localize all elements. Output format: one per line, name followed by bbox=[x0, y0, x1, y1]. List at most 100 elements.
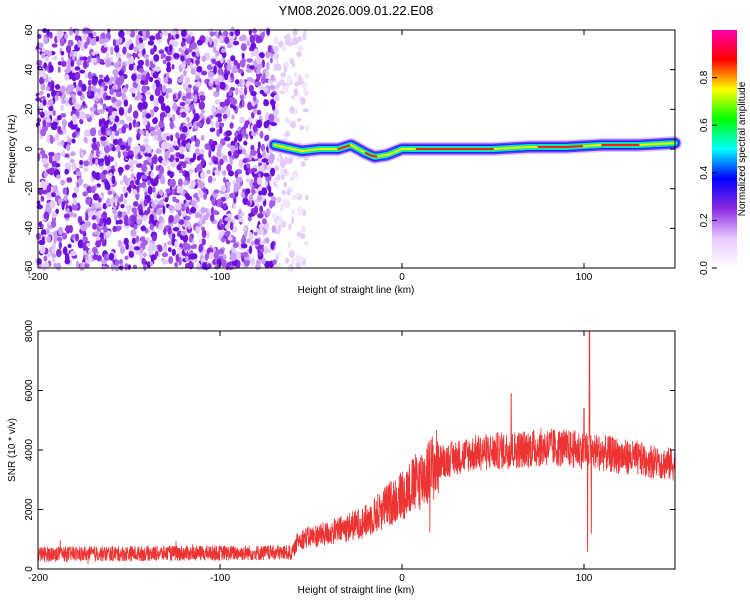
noise-blob bbox=[129, 29, 136, 38]
noise-blob bbox=[64, 258, 71, 265]
noise-blob bbox=[225, 130, 232, 137]
noise-blob bbox=[194, 143, 200, 148]
snr-x-ticks: -200 -100 0 100 bbox=[28, 331, 593, 584]
noise-blob bbox=[115, 39, 120, 47]
noise-blob bbox=[84, 113, 91, 119]
noise-blob bbox=[149, 61, 154, 69]
noise-blob bbox=[141, 174, 148, 180]
noise-blob bbox=[254, 81, 262, 87]
noise-blob bbox=[256, 119, 262, 129]
noise-blob bbox=[165, 92, 169, 100]
noise-blob bbox=[252, 108, 258, 114]
colorbar-gradient bbox=[712, 30, 737, 268]
noise-blob bbox=[232, 236, 237, 244]
noise-blob bbox=[155, 32, 161, 40]
noise-blob bbox=[269, 153, 276, 161]
noise-blob bbox=[115, 91, 123, 98]
noise-blob bbox=[258, 224, 264, 229]
noise-blob bbox=[231, 114, 235, 120]
noise-blob bbox=[196, 39, 203, 46]
noise-blob bbox=[200, 238, 206, 246]
noise-blob bbox=[38, 187, 44, 196]
noise-blob bbox=[188, 260, 194, 270]
noise-blob bbox=[233, 40, 240, 46]
signal-track-peak bbox=[364, 152, 378, 158]
noise-blob bbox=[175, 34, 180, 39]
noise-blob bbox=[265, 50, 271, 59]
noise-blob bbox=[272, 259, 277, 265]
x-tick-label: 100 bbox=[576, 573, 593, 584]
noise-blob bbox=[243, 258, 250, 265]
noise-blob bbox=[74, 35, 80, 41]
noise-blob bbox=[180, 74, 184, 82]
noise-blob bbox=[60, 104, 64, 112]
noise-blob bbox=[183, 69, 187, 77]
colorbar: 0.0 0.2 0.4 0.6 0.8 Normalized spectral ampl… bbox=[699, 30, 748, 275]
noise-blob bbox=[46, 117, 51, 123]
noise-blob bbox=[190, 104, 195, 111]
noise-blob bbox=[190, 68, 196, 75]
noise-blob bbox=[104, 155, 108, 162]
noise-blob bbox=[175, 132, 180, 139]
noise-blob bbox=[141, 163, 148, 173]
noise-blob bbox=[155, 165, 159, 172]
noise-blob bbox=[132, 64, 138, 73]
noise-blob bbox=[246, 238, 250, 244]
noise-blob bbox=[110, 118, 115, 122]
spectrogram-y-ticks: -60 -40 -20 0 20 40 60 bbox=[24, 24, 675, 275]
noise-blob bbox=[60, 51, 65, 56]
noise-blob bbox=[38, 67, 42, 77]
noise-blob bbox=[122, 46, 127, 55]
noise-blob bbox=[166, 135, 170, 141]
noise-blob bbox=[111, 96, 116, 104]
noise-blob bbox=[108, 252, 115, 261]
noise-blob bbox=[166, 88, 173, 94]
noise-blob bbox=[269, 199, 274, 209]
noise-blob bbox=[282, 220, 287, 228]
noise-blob bbox=[48, 151, 55, 157]
x-tick-label: -100 bbox=[210, 272, 230, 283]
noise-blob bbox=[171, 64, 175, 70]
noise-blob bbox=[77, 216, 83, 224]
noise-blob bbox=[165, 72, 170, 78]
noise-blob bbox=[224, 232, 230, 237]
spectrogram-x-ticks: -200 -100 0 100 bbox=[28, 30, 593, 283]
noise-blob bbox=[217, 147, 222, 153]
noise-blob bbox=[204, 143, 210, 151]
noise-blob bbox=[234, 142, 239, 149]
noise-blob bbox=[189, 62, 194, 70]
noise-blob bbox=[51, 246, 56, 254]
noise-blob bbox=[102, 104, 107, 111]
noise-blob bbox=[219, 126, 223, 134]
noise-blob bbox=[87, 71, 92, 80]
noise-blob bbox=[91, 202, 95, 212]
noise-blob bbox=[59, 37, 65, 47]
noise-blob bbox=[221, 236, 226, 243]
noise-blob bbox=[300, 225, 306, 233]
noise-blob bbox=[76, 59, 82, 66]
noise-blob bbox=[256, 67, 261, 75]
noise-blob bbox=[147, 180, 151, 186]
noise-blob bbox=[153, 106, 159, 112]
noise-blob bbox=[72, 124, 77, 130]
noise-blob bbox=[167, 170, 172, 176]
noise-blob bbox=[50, 122, 55, 127]
noise-blob bbox=[158, 215, 164, 223]
noise-blob bbox=[143, 263, 147, 271]
noise-blob bbox=[52, 109, 56, 117]
noise-blob bbox=[114, 214, 118, 221]
noise-blob bbox=[248, 65, 255, 70]
noise-blob bbox=[178, 219, 185, 225]
noise-blob bbox=[85, 196, 91, 205]
noise-blob bbox=[224, 224, 230, 230]
noise-blob bbox=[167, 226, 172, 235]
noise-blob bbox=[261, 30, 265, 39]
noise-blob bbox=[245, 68, 252, 73]
noise-blob bbox=[105, 58, 112, 68]
noise-blob bbox=[199, 94, 206, 102]
noise-blob bbox=[128, 185, 132, 194]
noise-blob bbox=[167, 247, 172, 253]
noise-blob bbox=[119, 144, 126, 151]
noise-blob bbox=[138, 68, 145, 73]
